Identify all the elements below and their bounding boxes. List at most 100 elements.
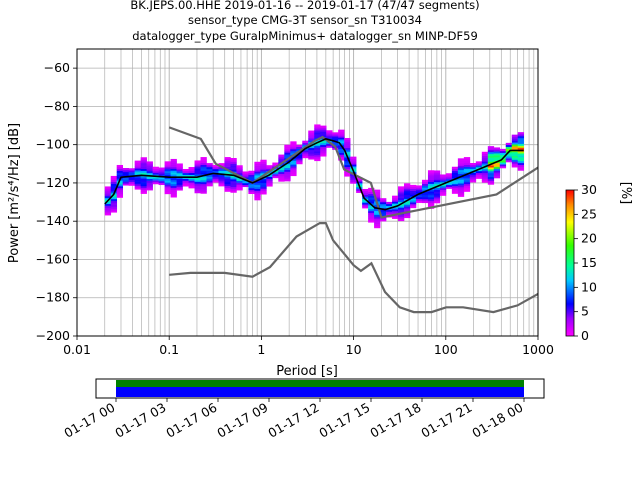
histogram-cell bbox=[374, 214, 381, 217]
histogram-cell bbox=[445, 182, 453, 186]
histogram-cell bbox=[404, 215, 411, 219]
histogram-cell bbox=[469, 163, 477, 166]
histogram-cell bbox=[236, 169, 243, 172]
histogram-cell bbox=[194, 173, 201, 177]
histogram-cell bbox=[409, 202, 417, 205]
histogram-cell bbox=[463, 164, 471, 167]
histogram-cell bbox=[433, 199, 441, 202]
histogram-cell bbox=[248, 184, 255, 187]
histogram-cell bbox=[140, 185, 147, 189]
histogram-cell bbox=[320, 146, 327, 149]
histogram-cell bbox=[493, 147, 501, 150]
histogram-cell bbox=[421, 200, 429, 204]
histogram-cell bbox=[362, 192, 369, 196]
histogram-cell bbox=[487, 153, 495, 157]
histogram-cell bbox=[236, 172, 243, 176]
histogram-cell bbox=[350, 156, 357, 159]
histogram-cell bbox=[236, 171, 243, 174]
histogram-cell bbox=[451, 170, 459, 173]
histogram-cell bbox=[433, 187, 441, 190]
histogram-cell bbox=[380, 209, 387, 212]
histogram-cell bbox=[344, 145, 351, 148]
histogram-cell bbox=[188, 170, 195, 174]
histogram-cell bbox=[302, 154, 309, 157]
histogram-cell bbox=[380, 213, 387, 216]
histogram-cell bbox=[116, 170, 124, 173]
histogram-cell bbox=[362, 190, 369, 194]
histogram-cell bbox=[332, 136, 339, 139]
histogram-cell bbox=[140, 178, 147, 181]
histogram-cell bbox=[493, 170, 501, 173]
histogram-cell bbox=[314, 145, 321, 148]
histogram-cell bbox=[481, 167, 489, 170]
histogram-cell bbox=[302, 155, 309, 159]
histogram-cell bbox=[427, 195, 435, 198]
histogram-cell bbox=[511, 163, 519, 166]
histogram-cell bbox=[427, 175, 435, 179]
histogram-cell bbox=[487, 146, 495, 149]
histogram-cell bbox=[404, 204, 411, 207]
histogram-cell bbox=[104, 211, 112, 214]
histogram-cell bbox=[218, 180, 225, 183]
histogram-cell bbox=[338, 156, 345, 159]
histogram-cell bbox=[284, 167, 291, 170]
histogram-cell bbox=[487, 167, 495, 170]
histogram-cell bbox=[116, 168, 124, 172]
histogram-cell bbox=[140, 189, 147, 192]
histogram-cell bbox=[284, 179, 291, 182]
histogram-cell bbox=[409, 200, 417, 203]
histogram-cell bbox=[338, 154, 345, 157]
histogram-cell bbox=[433, 195, 441, 198]
histogram-cell bbox=[398, 186, 405, 189]
histogram-cell bbox=[475, 174, 483, 177]
histogram-cell bbox=[493, 174, 501, 177]
histogram-cell bbox=[212, 174, 219, 177]
histogram-cell bbox=[224, 176, 231, 179]
histogram-cell bbox=[224, 160, 231, 164]
histogram-cell bbox=[122, 179, 129, 182]
histogram-cell bbox=[146, 178, 153, 181]
histogram-cell bbox=[463, 189, 471, 192]
histogram-cell bbox=[409, 194, 417, 197]
histogram-cell bbox=[290, 160, 297, 163]
histogram-cell bbox=[374, 225, 381, 229]
histogram-cell bbox=[284, 156, 291, 159]
histogram-cell bbox=[266, 174, 273, 177]
histogram-cell bbox=[469, 168, 477, 171]
mode-curve bbox=[104, 138, 524, 211]
histogram-cell bbox=[398, 190, 405, 193]
histogram-cell bbox=[302, 152, 309, 155]
histogram-cell bbox=[511, 155, 519, 158]
histogram-cell bbox=[128, 179, 135, 182]
histogram-cell bbox=[451, 189, 459, 192]
histogram-cell bbox=[140, 191, 147, 194]
histogram-cell bbox=[445, 186, 453, 189]
histogram-cell bbox=[140, 180, 147, 183]
histogram-cell bbox=[427, 191, 435, 194]
histogram-cell bbox=[392, 207, 399, 210]
histogram-cell bbox=[457, 164, 465, 167]
histogram-cell bbox=[224, 181, 231, 185]
histogram-cell bbox=[475, 170, 483, 174]
x-tick-label: 100 bbox=[434, 342, 458, 357]
noise-models bbox=[168, 126, 539, 314]
y-axis-ticks: −200 −180 −160 −140 −120 −100 −80 −60 bbox=[36, 60, 77, 343]
histogram-cell bbox=[350, 181, 357, 184]
histogram-cell bbox=[344, 149, 351, 152]
histogram-cell bbox=[158, 167, 165, 170]
histogram-cell bbox=[398, 197, 405, 201]
histogram-cell bbox=[326, 143, 333, 146]
histogram-cell bbox=[374, 191, 381, 194]
histogram-cell bbox=[110, 200, 118, 204]
histogram-cell bbox=[445, 173, 453, 176]
histogram-cell bbox=[164, 180, 171, 183]
histogram-cell bbox=[176, 173, 183, 176]
histogram-cell bbox=[487, 155, 495, 158]
histogram-cell bbox=[110, 204, 118, 207]
histogram-cell bbox=[499, 166, 507, 169]
histogram-cell bbox=[457, 171, 465, 174]
histogram-cell bbox=[463, 181, 471, 185]
histogram-cell bbox=[206, 180, 213, 183]
histogram-cell bbox=[104, 209, 112, 212]
